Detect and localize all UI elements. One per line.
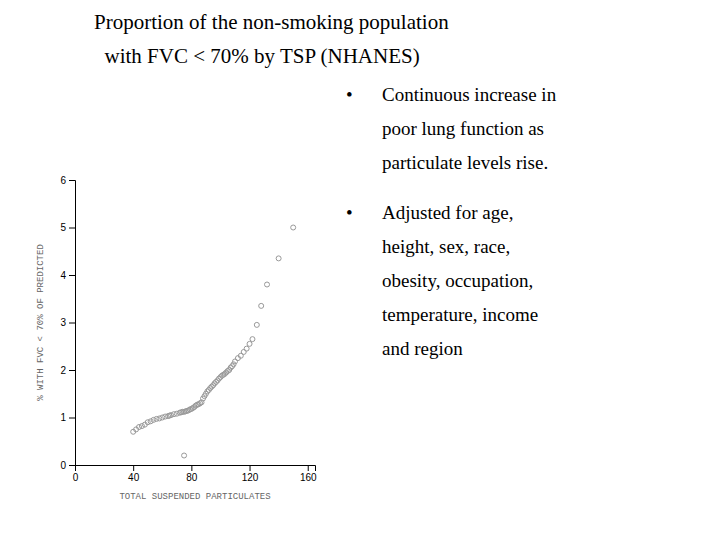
annotation-line: poor lung function as (382, 118, 544, 139)
x-tick-label: 40 (128, 472, 140, 483)
x-axis: 0 40 80 120 160 (73, 465, 317, 483)
x-axis-title: TOTAL SUSPENDED PARTICULATES (119, 492, 270, 502)
annotation-line: and region (382, 338, 463, 359)
x-tick: 160 (300, 465, 317, 483)
y-tick-label: 6 (60, 175, 66, 186)
point (247, 341, 252, 346)
point (254, 322, 259, 327)
title: Proportion of the non-smoking population (94, 10, 449, 34)
point (182, 453, 187, 458)
series (182, 453, 187, 458)
y-axis: 0 1 2 3 4 5 6 (60, 175, 75, 471)
bullet: • (346, 84, 353, 105)
x-tick-label: 80 (186, 472, 198, 483)
x-tick: 40 (128, 465, 140, 483)
point (244, 346, 249, 351)
points (131, 225, 296, 458)
y-tick-mark (69, 228, 75, 229)
x-tick: 80 (186, 465, 198, 483)
y-tick: 5 (60, 222, 75, 233)
annotations: • Continuous increase in poor lung functio… (346, 84, 557, 359)
y-tick: 6 (60, 175, 75, 186)
annotation-line: Continuous increase in (382, 84, 557, 105)
x-tick-mark (308, 465, 309, 471)
y-tick-label: 0 (60, 460, 66, 471)
x-tick-label: 0 (73, 472, 79, 483)
y-tick: 0 (60, 460, 75, 471)
annotation-line: Adjusted for age, (382, 202, 513, 223)
y-tick-label: 2 (60, 365, 66, 376)
y-tick-mark (69, 465, 75, 466)
y-axis-title: % WITH FVC < 70% OF PREDICTED (36, 244, 46, 401)
y-tick-mark (69, 275, 75, 276)
point (233, 359, 238, 364)
annotation-line: temperature, income (382, 304, 538, 325)
y-tick: 1 (60, 412, 75, 423)
y-tick-mark (69, 323, 75, 324)
y-tick-mark (69, 180, 75, 181)
point (276, 256, 281, 261)
y-tick-mark (69, 418, 75, 419)
x-tick-label: 160 (300, 472, 317, 483)
subtitle: with FVC < 70% by TSP (NHANES) (94, 44, 420, 68)
y-tick-label: 1 (60, 412, 66, 423)
annotation-line: particulate levels rise. (382, 152, 548, 173)
series (131, 225, 296, 434)
y-tick-label: 3 (60, 317, 66, 328)
y-tick-mark (69, 370, 75, 371)
y-tick-label: 4 (60, 270, 66, 281)
x-tick-mark (191, 465, 192, 471)
x-tick: 0 (73, 465, 79, 483)
x-tick-label: 120 (242, 472, 259, 483)
y-axis-line (69, 181, 76, 466)
point (265, 282, 270, 287)
x-tick: 120 (242, 465, 259, 483)
y-tick: 4 (60, 270, 75, 281)
bullet: • (346, 202, 353, 223)
point (241, 349, 246, 354)
y-tick-label: 5 (60, 222, 66, 233)
point (250, 337, 255, 342)
chart: Proportion of the non-smoking population… (0, 0, 720, 540)
x-tick-mark (133, 465, 134, 471)
annotation-line: height, sex, race, (382, 236, 510, 257)
x-tick-mark (250, 465, 251, 471)
annotation-line: obesity, occupation, (382, 270, 533, 291)
x-axis-line (76, 466, 316, 472)
point (291, 225, 296, 230)
point (259, 303, 264, 308)
y-tick: 2 (60, 365, 75, 376)
y-tick: 3 (60, 317, 75, 328)
plot: 0 40 80 120 160 0 1 2 3 4 5 6 (60, 175, 317, 483)
